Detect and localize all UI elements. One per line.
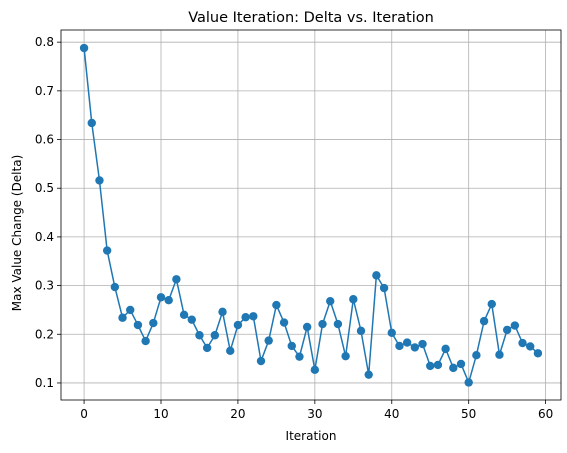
data-point [210, 331, 220, 340]
data-point [302, 322, 312, 332]
data-point [149, 318, 158, 328]
data-point [279, 318, 289, 327]
data-point [102, 246, 112, 255]
data-point [241, 313, 250, 322]
data-point [372, 271, 381, 280]
data-point [364, 370, 373, 379]
data-point [518, 338, 527, 348]
y-tick-label: 0.8 [35, 35, 54, 49]
data-point [464, 378, 473, 387]
data-point [349, 295, 358, 304]
data-point [110, 282, 120, 292]
data-point [326, 296, 335, 306]
data-point [141, 336, 150, 346]
x-tick-label: 10 [153, 407, 168, 421]
data-point [264, 336, 273, 345]
data-point [356, 326, 366, 336]
series-delta [79, 43, 543, 387]
y-tick-label: 0.6 [35, 133, 54, 147]
x-tick-label: 60 [538, 407, 553, 421]
data-point [172, 275, 181, 284]
y-tick-label: 0.5 [35, 181, 54, 195]
data-point [441, 344, 450, 354]
data-point [456, 359, 466, 369]
y-axis-label: Max Value Change (Delta) [10, 155, 24, 312]
data-point [187, 315, 196, 324]
x-tick-label: 20 [230, 407, 245, 421]
data-point [449, 363, 458, 373]
y-tick-label: 0.2 [35, 327, 54, 341]
x-tick-label: 0 [80, 407, 88, 421]
data-point [202, 343, 212, 353]
data-point [502, 325, 512, 335]
y-tick-label: 0.3 [35, 279, 54, 293]
data-point [533, 349, 543, 358]
y-tick-label: 0.4 [35, 230, 54, 244]
data-point [379, 283, 389, 293]
x-axis-label: Iteration [286, 429, 337, 443]
data-point [249, 312, 258, 321]
data-point [272, 300, 281, 310]
chart-title: Value Iteration: Delta vs. Iteration [188, 10, 434, 26]
data-point [195, 331, 204, 340]
data-point [95, 176, 104, 185]
data-point [79, 43, 89, 53]
data-point [118, 313, 127, 322]
data-point [318, 319, 327, 329]
data-point [487, 299, 496, 309]
data-point [218, 307, 227, 317]
data-point [256, 356, 266, 366]
y-tick-label: 0.1 [35, 376, 54, 390]
data-point [410, 343, 420, 352]
data-point [179, 310, 189, 320]
series-line [83, 47, 539, 384]
data-point [387, 328, 396, 338]
data-point [395, 341, 404, 351]
data-point [295, 352, 304, 361]
data-point [333, 319, 343, 329]
data-point [164, 295, 173, 305]
data-point [426, 361, 435, 371]
data-point [126, 305, 135, 315]
x-tick-label: 30 [307, 407, 322, 421]
grid [61, 30, 561, 400]
data-point [341, 351, 350, 361]
y-tick-label: 0.7 [35, 84, 54, 98]
plot-frame [60, 29, 562, 401]
data-point [402, 338, 412, 347]
data-point [479, 316, 489, 326]
data-point [287, 341, 296, 351]
data-point [433, 360, 443, 370]
data-point [418, 339, 427, 349]
x-tick-label: 50 [461, 407, 476, 421]
data-point [87, 118, 96, 128]
data-point [510, 321, 520, 330]
data-point [156, 293, 166, 302]
data-point [526, 342, 535, 351]
data-point [233, 320, 243, 330]
data-point [310, 365, 320, 375]
data-point [495, 350, 504, 359]
data-point [133, 320, 143, 330]
data-point [472, 351, 481, 360]
data-point [226, 346, 235, 356]
x-tick-label: 40 [384, 407, 399, 421]
axes: 0 10 20 30 40 50 60 0.1 0.2 0.3 0.4 0.5 0.6 0.7 0.8 [35, 29, 562, 421]
